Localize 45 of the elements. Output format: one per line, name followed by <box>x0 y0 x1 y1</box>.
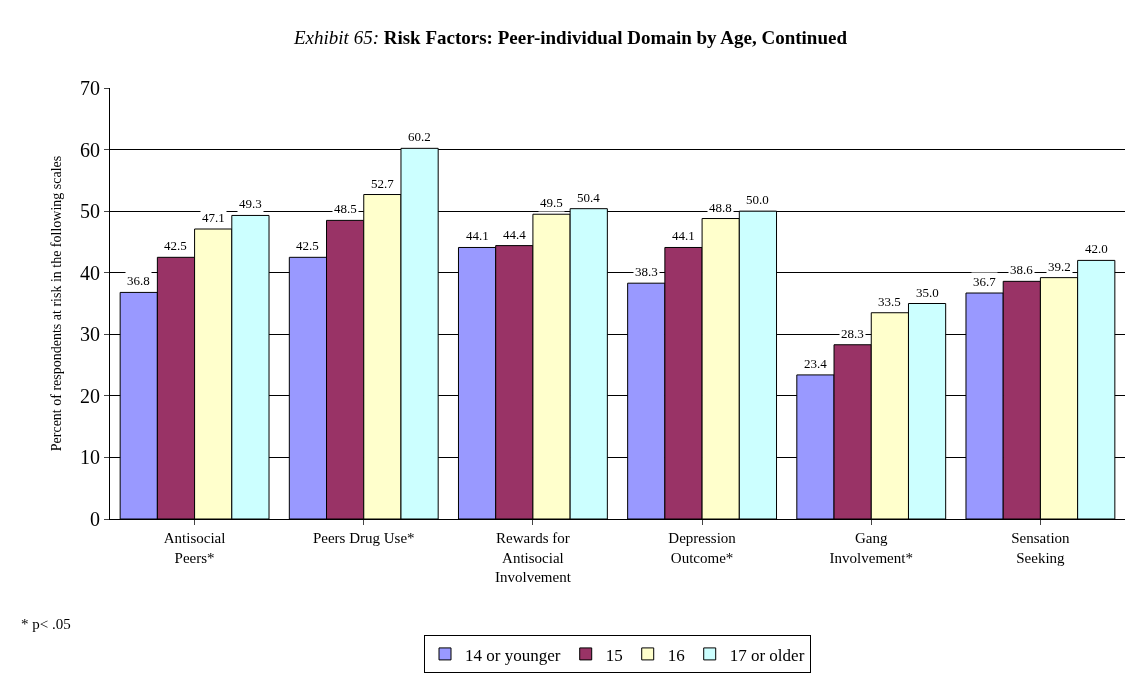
x-tick-label: Gang Involvement* <box>829 530 913 566</box>
data-label: 48.8 <box>709 200 732 215</box>
legend-label: 14 or younger <box>465 645 561 665</box>
chart-title: Exhibit 65: Risk Factors: Peer-individual Domain by Age, Continued <box>293 27 848 49</box>
y-tick-label: 0 <box>90 508 100 530</box>
data-label: 47.1 <box>202 210 225 225</box>
data-label: 44.4 <box>503 227 527 242</box>
data-label: 50.4 <box>577 190 601 205</box>
data-label: 42.5 <box>296 238 319 253</box>
data-label: 35.0 <box>916 285 939 300</box>
data-label: 49.5 <box>540 195 563 210</box>
data-label: 49.3 <box>239 196 262 211</box>
x-tick-label: Rewards for Antisocial Involvement <box>495 530 572 585</box>
data-label: 33.5 <box>878 294 901 309</box>
data-label: 52.7 <box>371 176 395 191</box>
data-label: 42.5 <box>164 238 187 253</box>
y-axis-title: Percent of respondents at risk in the following scales <box>48 155 64 452</box>
x-tick-label: Peers Drug Use* <box>312 530 415 546</box>
data-label: 44.1 <box>466 228 489 243</box>
data-label: 36.8 <box>127 273 150 288</box>
legend-label: 15 <box>605 645 623 665</box>
data-label: 42.0 <box>1085 241 1108 256</box>
data-label: 39.2 <box>1048 259 1071 274</box>
y-tick-label: 50 <box>80 200 100 223</box>
data-label: 38.3 <box>635 264 658 279</box>
data-label: 36.7 <box>973 274 997 289</box>
y-tick-label: 60 <box>80 138 100 161</box>
data-label: 60.2 <box>408 129 431 144</box>
y-tick-label: 10 <box>80 446 100 469</box>
data-label: 23.4 <box>804 356 828 371</box>
legend-label: 16 <box>667 645 685 665</box>
data-label: 38.6 <box>1010 262 1034 277</box>
x-tick-label: Sensation Seeking <box>1011 530 1071 566</box>
y-tick-label: 30 <box>80 323 100 346</box>
data-label: 44.1 <box>672 228 695 243</box>
data-label: 50.0 <box>746 192 769 207</box>
y-tick-label: 20 <box>80 384 100 407</box>
data-label: 28.3 <box>841 326 864 341</box>
x-tick-label: Antisocial Peers* <box>163 530 226 566</box>
text: * p< .05 <box>21 616 71 632</box>
x-tick-label: Depression Outcome* <box>668 530 737 566</box>
y-tick-label: 40 <box>80 261 100 284</box>
legend-label: 17 or older <box>729 645 805 665</box>
data-label: 48.5 <box>334 201 357 216</box>
y-tick-label: 70 <box>80 77 100 99</box>
